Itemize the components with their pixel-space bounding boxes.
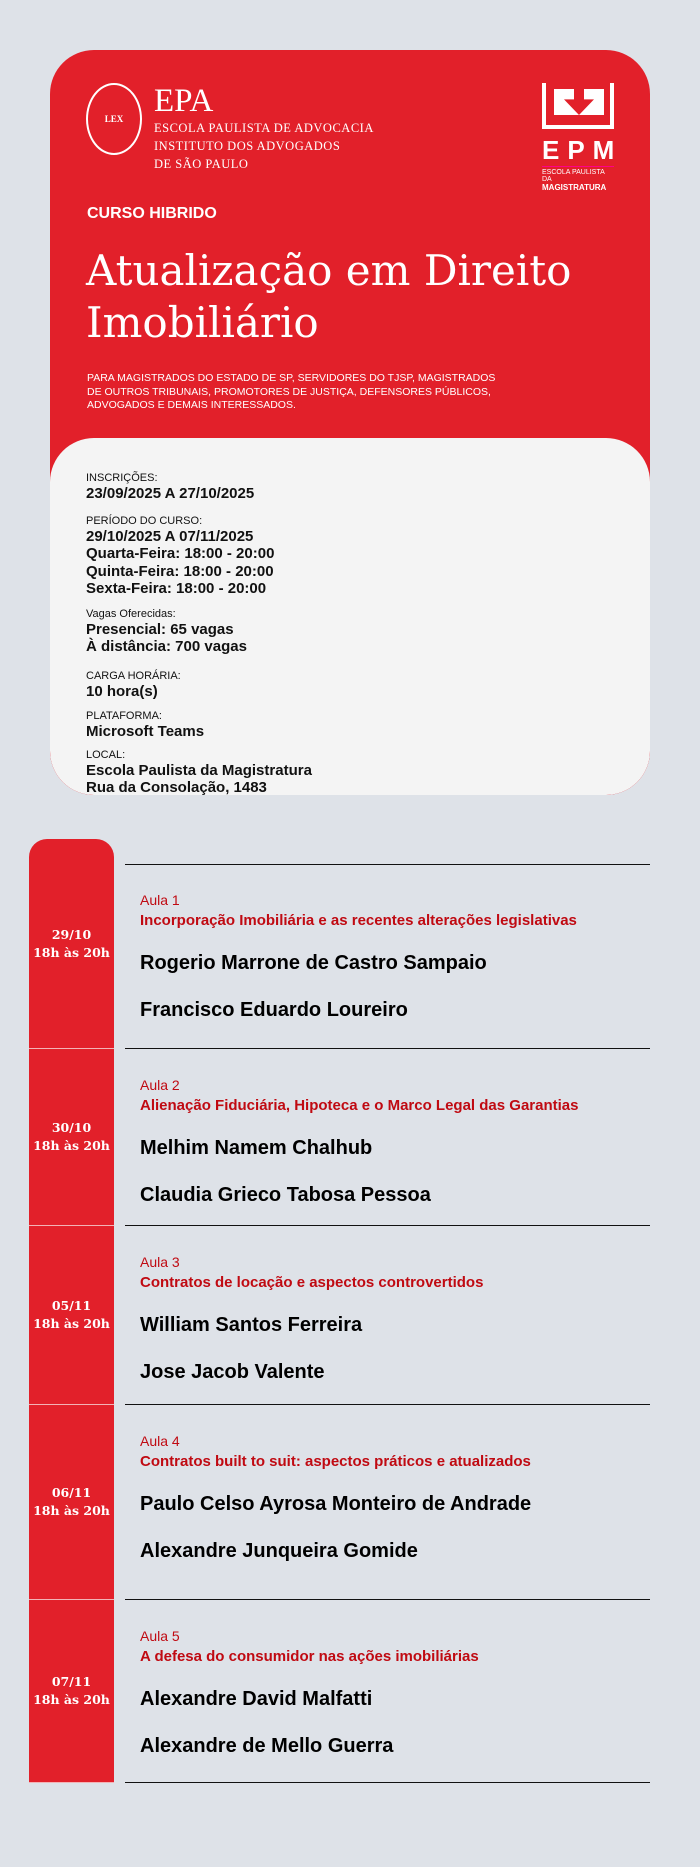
plataforma-label: PLATAFORMA: bbox=[86, 710, 162, 722]
periodo-value: 29/10/2025 A 07/11/2025 bbox=[86, 527, 254, 545]
divider bbox=[125, 1599, 650, 1600]
session-time: 18h às 20h bbox=[33, 1138, 110, 1153]
carga-value: 10 hora(s) bbox=[86, 682, 158, 700]
speaker-name: Paulo Celso Ayrosa Monteiro de Andrade bbox=[140, 1493, 532, 1515]
date-column: 06/11 18h às 20h bbox=[29, 1405, 114, 1600]
aula-label: Aula 4 bbox=[140, 1433, 180, 1449]
inscricoes-label: INSCRIÇÕES: bbox=[86, 472, 158, 484]
divider bbox=[125, 1225, 650, 1226]
schedule-row: 30/10 18h às 20h Aula 2 Alienação Fiduciá… bbox=[29, 1049, 650, 1226]
schedule-row: 05/11 18h às 20h Aula 3 Contratos de loca… bbox=[29, 1226, 650, 1405]
course-type: CURSO HIBRIDO bbox=[87, 205, 217, 222]
date-column: 05/11 18h às 20h bbox=[29, 1226, 114, 1405]
aula-topic: Contratos built to suit: aspectos prátic… bbox=[140, 1453, 531, 1470]
local-value: Rua da Consolação, 1483 bbox=[86, 779, 267, 795]
audience-text: PARA MAGISTRADOS DO ESTADO DE SP, SERVID… bbox=[87, 372, 496, 411]
session-date: 06/11 bbox=[51, 1485, 92, 1500]
aula-topic: A defesa do consumidor nas ações imobili… bbox=[140, 1648, 479, 1665]
epa-line: DE SÃO PAULO bbox=[154, 157, 249, 171]
aula-topic: Alienação Fiduciária, Hipoteca e o Marco… bbox=[140, 1097, 579, 1114]
session-date: 05/11 bbox=[51, 1298, 92, 1313]
divider bbox=[125, 1782, 650, 1783]
book-map-icon bbox=[542, 83, 614, 129]
session-time: 18h às 20h bbox=[33, 1692, 110, 1707]
divider bbox=[125, 1404, 650, 1405]
periodo-label: PERÍODO DO CURSO: bbox=[86, 514, 203, 527]
periodo-value: Sexta-Feira: 18:00 - 20:00 bbox=[86, 580, 267, 597]
session-time: 18h às 20h bbox=[33, 1503, 110, 1518]
course-card: LEX EPA ESCOLA PAULISTA DE ADVOCACIA INS… bbox=[50, 50, 650, 795]
epm-line: MAGISTRATURA bbox=[542, 183, 607, 192]
date-column: 07/11 18h às 20h bbox=[29, 1600, 114, 1783]
speaker-name: Alexandre Junqueira Gomide bbox=[140, 1540, 418, 1562]
periodo-value: Quarta-Feira: 18:00 - 20:00 bbox=[86, 545, 275, 562]
carga-label: CARGA HORÁRIA: bbox=[86, 669, 181, 682]
epa-line: ESCOLA PAULISTA DE ADVOCACIA bbox=[154, 121, 374, 135]
speaker-name: Jose Jacob Valente bbox=[140, 1361, 325, 1383]
session-time: 18h às 20h bbox=[33, 1316, 110, 1331]
speaker-name: Alexandre David Malfatti bbox=[140, 1688, 373, 1710]
vagas-value: Presencial: 65 vagas bbox=[86, 620, 234, 638]
local-value: Escola Paulista da Magistratura bbox=[86, 761, 312, 779]
aula-label: Aula 2 bbox=[140, 1077, 180, 1093]
epm-name: EPM bbox=[542, 135, 623, 165]
speaker-name: William Santos Ferreira bbox=[140, 1314, 363, 1336]
session-date: 30/10 bbox=[51, 1120, 92, 1135]
inscricoes-value: 23/09/2025 A 27/10/2025 bbox=[86, 485, 255, 502]
epa-seal-icon: LEX bbox=[86, 83, 142, 155]
plataforma-value: Microsoft Teams bbox=[86, 723, 205, 740]
epa-line: INSTITUTO DOS ADVOGADOS bbox=[154, 139, 341, 153]
aula-label: Aula 3 bbox=[140, 1254, 180, 1270]
speaker-name: Claudia Grieco Tabosa Pessoa bbox=[140, 1184, 431, 1206]
aula-topic: Incorporação Imobiliária e as recentes a… bbox=[140, 912, 577, 929]
schedule-row: 06/11 18h às 20h Aula 4 Contratos built t… bbox=[29, 1405, 650, 1600]
vagas-label: Vagas Oferecidas: bbox=[86, 607, 176, 620]
speaker-name: Francisco Eduardo Loureiro bbox=[140, 999, 408, 1021]
aula-label: Aula 5 bbox=[140, 1628, 180, 1644]
schedule-row: 07/11 18h às 20h Aula 5 A defesa do consu… bbox=[29, 1600, 650, 1783]
divider bbox=[125, 1048, 650, 1049]
session-date: 07/11 bbox=[51, 1674, 92, 1689]
aula-label: Aula 1 bbox=[140, 892, 180, 908]
epa-name: EPA bbox=[154, 83, 214, 119]
date-column: 30/10 18h às 20h bbox=[29, 1049, 114, 1226]
local-label: LOCAL: bbox=[86, 748, 126, 761]
epa-logo: LEX EPA ESCOLA PAULISTA DE ADVOCACIA INS… bbox=[86, 83, 374, 173]
epm-line: ESCOLA PAULISTA DA bbox=[542, 166, 614, 183]
speaker-name: Rogerio Marrone de Castro Sampaio bbox=[140, 952, 487, 974]
schedule-row: 29/10 18h às 20h Aula 1 Incorporação Imob… bbox=[29, 839, 650, 1049]
epm-logo: EPM ESCOLA PAULISTA DA MAGISTRATURA bbox=[542, 83, 614, 192]
info-panel: INSCRIÇÕES: 23/09/2025 A 27/10/2025 PERÍ… bbox=[50, 438, 650, 795]
session-date: 29/10 bbox=[51, 926, 92, 942]
session-time: 18h às 20h bbox=[33, 944, 110, 960]
vagas-value: À distância: 700 vagas bbox=[86, 638, 247, 655]
speaker-name: Melhim Namem Chalhub bbox=[140, 1137, 373, 1159]
divider bbox=[125, 864, 650, 865]
date-column: 29/10 18h às 20h bbox=[29, 839, 114, 1049]
periodo-value: Quinta-Feira: 18:00 - 20:00 bbox=[86, 562, 274, 580]
speaker-name: Alexandre de Mello Guerra bbox=[140, 1735, 394, 1757]
schedule: 29/10 18h às 20h Aula 1 Incorporação Imob… bbox=[29, 839, 650, 1783]
aula-topic: Contratos de locação e aspectos controve… bbox=[140, 1274, 484, 1291]
page-title: Atualização em Direito Imobiliário bbox=[86, 246, 572, 347]
